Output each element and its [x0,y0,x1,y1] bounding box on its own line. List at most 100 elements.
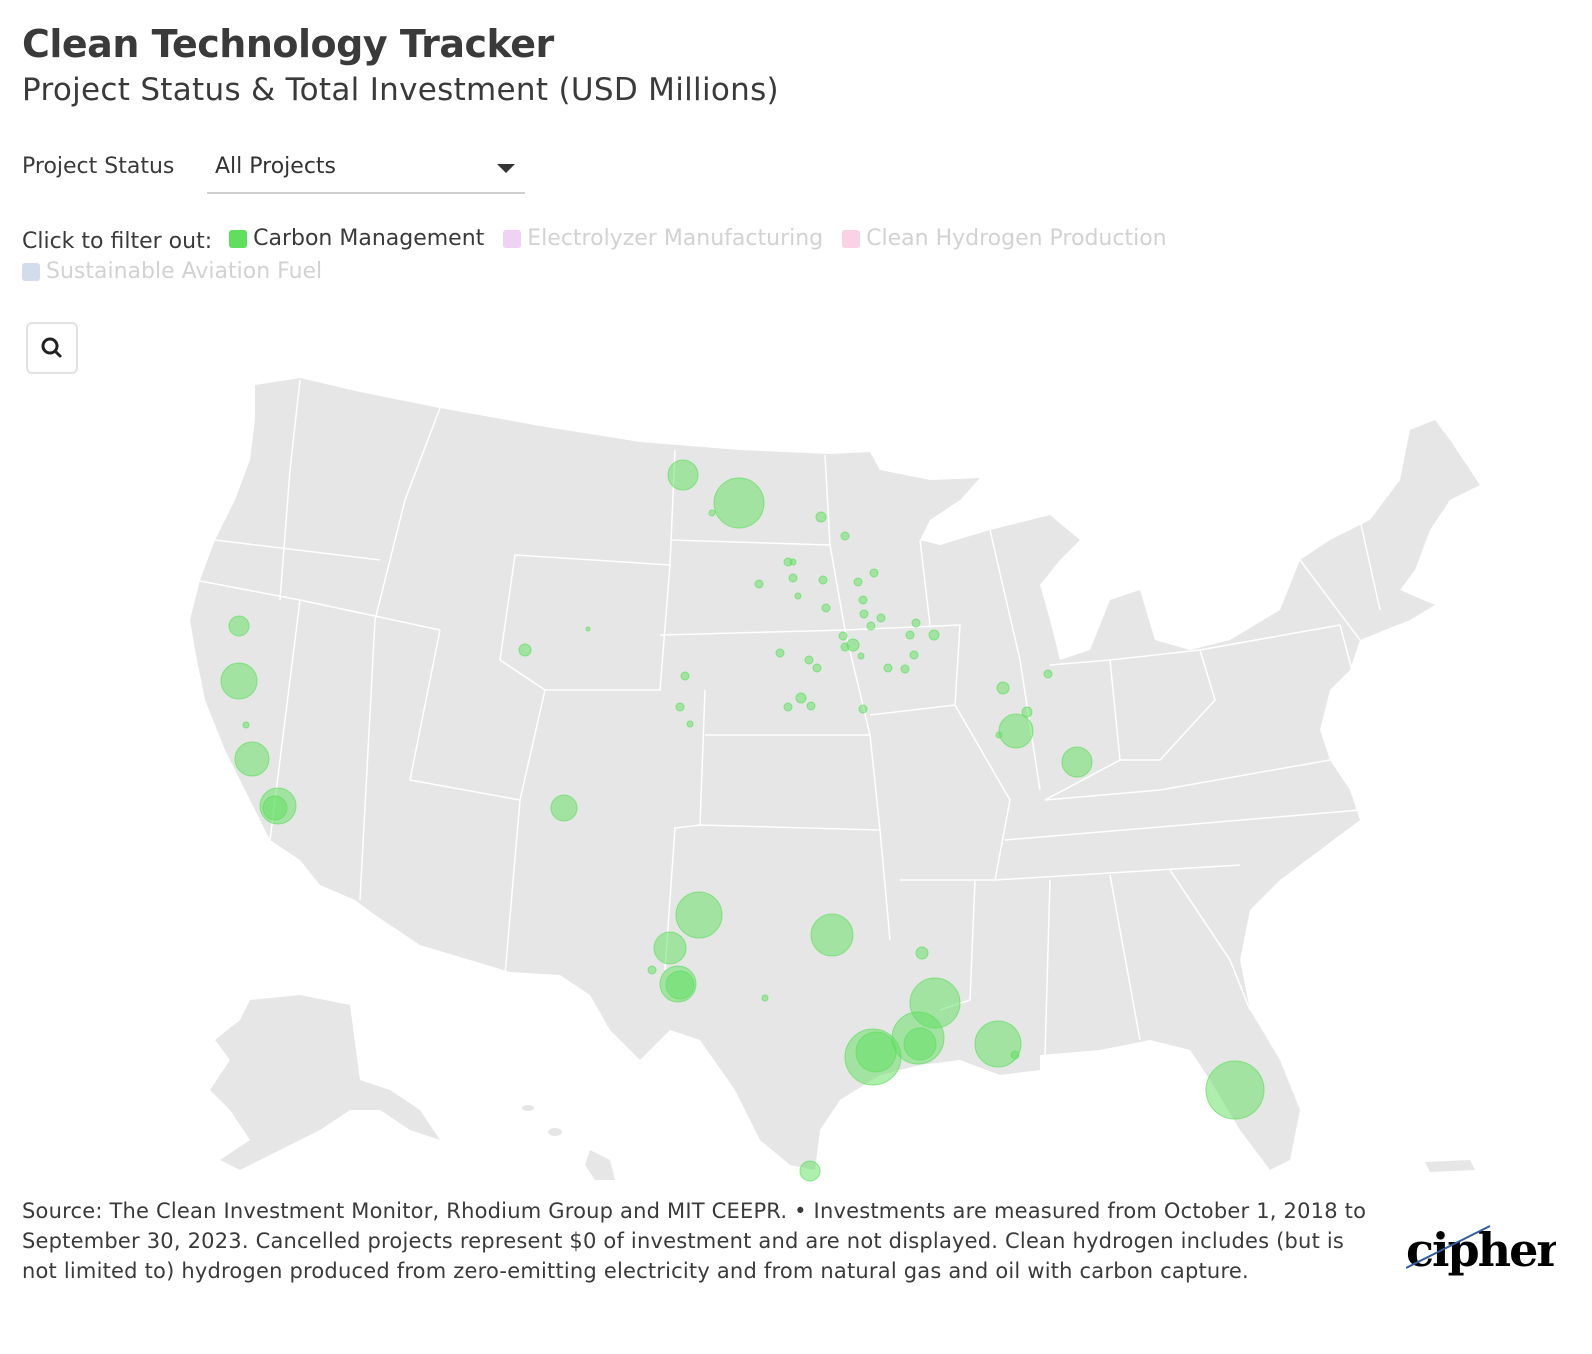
map-container [0,360,1592,1190]
search-icon [41,337,62,358]
project-marker[interactable] [883,663,893,673]
chart-subtitle: Project Status & Total Investment (USD M… [22,72,779,108]
project-marker[interactable] [761,994,769,1002]
state-border [1109,649,1216,761]
project-marker[interactable] [794,592,802,600]
dropdown-value: All Projects [215,154,336,179]
hawaii-island [548,1128,562,1136]
project-marker[interactable] [857,652,865,660]
project-marker[interactable] [1061,746,1093,778]
state-border [1044,659,1121,801]
state-border [844,629,891,941]
source-footnote: Source: The Clean Investment Monitor, Rh… [22,1199,1367,1283]
project-marker[interactable] [876,613,886,623]
legend-lead-text: Click to filter out: [22,229,213,254]
project-marker[interactable] [653,931,687,965]
project-marker[interactable] [1043,669,1053,679]
project-marker[interactable] [998,713,1034,749]
project-marker[interactable] [262,795,288,821]
project-marker[interactable] [1021,706,1033,718]
project-marker[interactable] [680,671,690,681]
hawaii-shape [585,1150,615,1180]
project-marker[interactable] [675,702,685,712]
legend-label: Sustainable Aviation Fuel [46,259,323,284]
project-marker[interactable] [810,913,854,957]
project-status-dropdown[interactable]: All Projects [207,146,525,194]
project-marker[interactable] [788,573,798,583]
project-marker[interactable] [818,575,828,585]
project-marker[interactable] [840,642,850,652]
project-marker[interactable] [996,681,1010,695]
project-marker[interactable] [783,702,793,712]
project-marker[interactable] [928,629,940,641]
project-marker[interactable] [799,1160,821,1182]
project-marker[interactable] [974,1020,1022,1068]
project-marker[interactable] [840,531,850,541]
project-marker[interactable] [905,630,915,640]
cipher-logo-mark: cipher [1405,1223,1563,1277]
project-marker[interactable] [859,609,869,619]
project-marker[interactable] [838,631,848,641]
project-marker[interactable] [866,621,876,631]
project-marker[interactable] [900,664,910,674]
legend-item-carbon-management[interactable]: Carbon Management [229,224,484,254]
project-marker[interactable] [675,891,723,939]
category-legend: Click to filter out: Carbon Management E… [22,224,1312,290]
project-marker[interactable] [869,568,879,578]
project-marker[interactable] [995,731,1003,739]
project-marker[interactable] [242,721,250,729]
project-marker[interactable] [518,643,532,657]
project-marker[interactable] [858,595,868,605]
project-marker[interactable] [789,558,797,566]
project-marker[interactable] [667,459,699,491]
project-marker[interactable] [713,477,765,529]
project-marker[interactable] [234,741,270,777]
state-border [359,407,441,901]
project-marker[interactable] [228,615,250,637]
zoom-button[interactable] [26,322,78,374]
project-marker[interactable] [775,648,785,658]
project-marker[interactable] [858,704,868,714]
state-border [824,454,831,546]
legend-swatch [22,263,40,281]
alaska-shape [210,995,440,1170]
legend-item-electrolyzer-manufacturing[interactable]: Electrolyzer Manufacturing [503,224,823,254]
project-marker[interactable] [1010,1050,1020,1060]
project-marker[interactable] [855,1031,897,1073]
project-marker[interactable] [795,692,807,704]
legend-label: Clean Hydrogen Production [866,226,1167,251]
state-borders [194,379,1381,1056]
state-border [1109,874,1141,1041]
project-marker[interactable] [550,794,578,822]
state-border [1199,624,1361,701]
project-marker[interactable] [915,946,929,960]
state-border [1004,809,1361,841]
state-border [279,379,301,601]
legend-item-clean-hydrogen-production[interactable]: Clean Hydrogen Production [842,224,1167,254]
project-marker[interactable] [754,579,764,589]
project-marker[interactable] [903,1027,937,1061]
state-border [1044,879,1051,1056]
project-marker[interactable] [686,720,694,728]
us-map[interactable] [0,360,1592,1190]
state-border [1359,519,1381,611]
project-marker[interactable] [806,701,816,711]
project-marker[interactable] [909,650,919,660]
project-marker[interactable] [1205,1060,1265,1120]
state-border [409,629,521,801]
project-marker[interactable] [585,626,591,632]
project-marker[interactable] [812,663,822,673]
legend-label: Electrolyzer Manufacturing [527,226,824,251]
project-marker[interactable] [708,509,716,517]
project-marker[interactable] [804,655,814,665]
project-marker[interactable] [647,965,657,975]
project-marker[interactable] [853,577,863,587]
project-marker[interactable] [815,511,827,523]
project-marker[interactable] [665,970,695,1000]
legend-item-sustainable-aviation-fuel[interactable]: Sustainable Aviation Fuel [22,257,322,287]
cipher-logo: cipher [1405,1223,1563,1284]
project-marker[interactable] [220,662,258,700]
state-border [900,704,1011,881]
project-marker[interactable] [821,603,831,613]
project-marker[interactable] [911,618,921,628]
